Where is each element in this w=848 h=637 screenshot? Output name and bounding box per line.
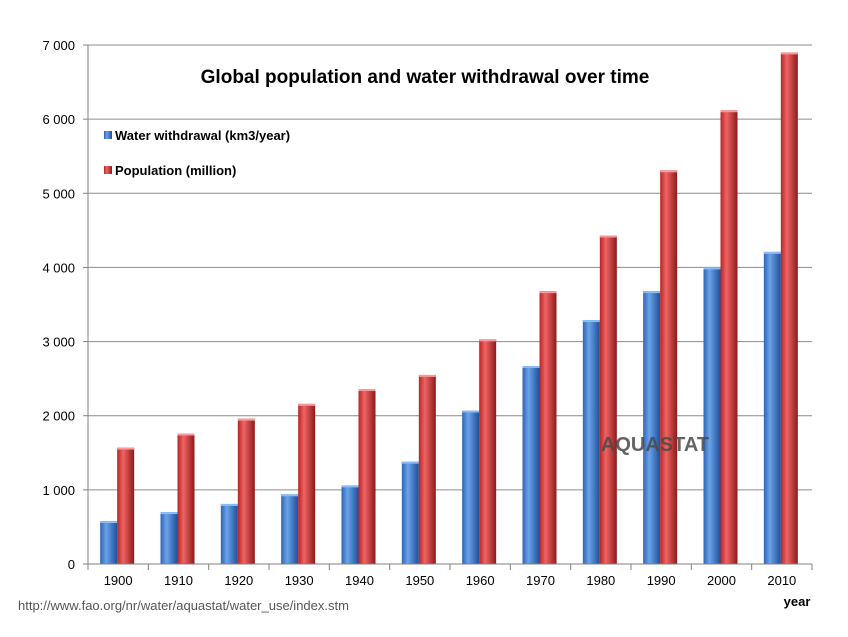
bar-top-cap [660, 170, 678, 173]
bar-top-cap [599, 235, 617, 238]
bar-population [177, 433, 195, 564]
bar-top-cap [100, 520, 118, 523]
x-tick-label: 1980 [586, 573, 615, 588]
gridlines [88, 44, 812, 491]
bar-water-withdrawal [582, 320, 600, 564]
bar-top-cap [401, 461, 419, 464]
y-tick-label: 2 000 [42, 409, 75, 424]
bar-population [539, 291, 557, 564]
bar-population [418, 374, 436, 564]
bar-water-withdrawal [462, 410, 480, 564]
y-tick-label: 7 000 [42, 38, 75, 53]
legend-swatch-water [104, 131, 112, 139]
legend: Water withdrawal (km3/year) Population (… [104, 128, 290, 178]
axes: 0 1 000 2 000 3 000 4 000 5 000 6 000 7 000 1900… [42, 38, 813, 588]
x-tick-label: 1970 [526, 573, 555, 588]
bar-water-withdrawal [643, 291, 661, 564]
bar-water-withdrawal [160, 512, 178, 564]
bar-top-cap [720, 110, 738, 113]
bar-population [298, 403, 316, 564]
y-tick-label: 6 000 [42, 112, 75, 127]
y-tick-label: 3 000 [42, 335, 75, 350]
y-tick-label: 1 000 [42, 483, 75, 498]
bar-water-withdrawal [341, 485, 359, 564]
bar-top-cap [298, 403, 316, 406]
x-tick-label: 1910 [164, 573, 193, 588]
bar-population [117, 447, 135, 564]
bar-top-cap [462, 410, 480, 413]
bar-water-withdrawal [220, 503, 238, 564]
bar-top-cap [418, 374, 436, 377]
y-tick-label: 0 [68, 557, 75, 572]
bar-top-cap [582, 320, 600, 323]
x-axis-label: year [784, 594, 811, 609]
bar-population [599, 235, 617, 564]
bar-top-cap [281, 494, 299, 497]
x-tick-label: 1920 [224, 573, 253, 588]
x-tick-label: 1930 [285, 573, 314, 588]
bar-population [720, 110, 738, 564]
bar-water-withdrawal [401, 461, 419, 564]
x-tick-label: 1900 [104, 573, 133, 588]
aquastat-watermark: AQUASTAT [601, 434, 709, 456]
x-tick-label: 1960 [466, 573, 495, 588]
x-tick-label: 1940 [345, 573, 374, 588]
bar-top-cap [763, 251, 781, 254]
legend-swatch-population [104, 166, 112, 174]
legend-label-population: Population (million) [115, 163, 236, 178]
x-tick-label: 2000 [707, 573, 736, 588]
bar-water-withdrawal [281, 494, 299, 564]
y-tick-label: 4 000 [42, 260, 75, 275]
bar-water-withdrawal [522, 366, 540, 564]
bar-top-cap [358, 389, 376, 392]
bar-top-cap [780, 52, 798, 55]
bar-population [358, 389, 376, 564]
bar-population [237, 418, 255, 564]
bar-population [660, 170, 678, 564]
bar-top-cap [177, 433, 195, 436]
bars [100, 52, 798, 565]
bar-top-cap [160, 512, 178, 515]
bar-water-withdrawal [763, 251, 781, 564]
chart-title: Global population and water withdrawal o… [201, 67, 650, 88]
bar-top-cap [539, 291, 557, 294]
bar-top-cap [522, 366, 540, 369]
bar-top-cap [117, 447, 135, 450]
y-tick-label: 5 000 [42, 186, 75, 201]
bar-top-cap [643, 291, 661, 294]
bar-water-withdrawal [703, 267, 721, 564]
bar-top-cap [703, 267, 721, 270]
bar-population [780, 52, 798, 565]
bar-top-cap [341, 485, 359, 488]
legend-label-water: Water withdrawal (km3/year) [115, 128, 290, 143]
bar-top-cap [479, 339, 497, 342]
x-tick-label: 1990 [647, 573, 676, 588]
bar-population [479, 339, 497, 564]
x-tick-label: 2010 [767, 573, 796, 588]
bar-top-cap [220, 503, 238, 506]
bar-water-withdrawal [100, 520, 118, 564]
x-tick-label: 1950 [405, 573, 434, 588]
source-url: http://www.fao.org/nr/water/aquastat/wat… [18, 598, 349, 613]
bar-top-cap [237, 418, 255, 421]
